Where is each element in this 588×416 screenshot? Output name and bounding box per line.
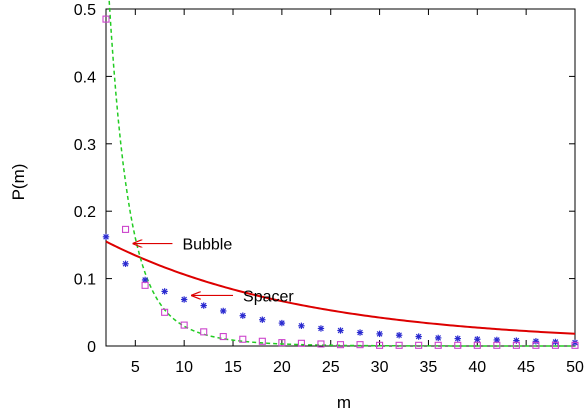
bubble-point — [161, 308, 169, 316]
plot-border — [105, 8, 576, 347]
spacer-point — [298, 322, 305, 329]
bubble-point — [571, 341, 579, 349]
plot-frame — [105, 8, 576, 347]
annotation-label-bubble: Bubble — [182, 237, 232, 254]
bubble-point — [415, 341, 423, 349]
spacer-point — [474, 336, 481, 343]
y-tick-label: 0.1 — [74, 272, 96, 289]
bubble-curve — [108, 0, 575, 347]
y-axis-label: P(m) — [9, 164, 28, 201]
spacer-point — [435, 334, 442, 342]
spacer-point — [220, 307, 227, 315]
annotation-layer: Bubble Spacer — [133, 237, 294, 305]
spacer-point — [376, 330, 383, 338]
bubble-point — [512, 341, 520, 349]
bubble-point — [239, 335, 247, 343]
bubble-point — [180, 321, 188, 329]
bubble-point — [454, 341, 462, 349]
spacer-point — [415, 333, 422, 340]
bubble-point — [219, 333, 227, 341]
spacer-point — [356, 329, 364, 336]
x-axis: 5 10 15 20 25 30 35 40 45 50 — [131, 9, 584, 376]
spacer-point — [102, 233, 110, 241]
x-tick-label: 10 — [175, 359, 193, 376]
spacer-point — [317, 325, 325, 332]
y-tick-label: 0.5 — [74, 2, 96, 19]
x-tick-label: 45 — [517, 359, 535, 376]
spacer-point — [122, 260, 129, 267]
bubble-point — [317, 340, 325, 348]
bubble-point — [200, 328, 208, 336]
bubble-point — [356, 341, 364, 349]
bubble-point — [473, 341, 481, 349]
y-tick-label: 0.3 — [74, 137, 96, 154]
bubble-point — [493, 341, 501, 349]
annotation-label-spacer: Spacer — [243, 288, 294, 305]
spacer-point — [200, 302, 207, 309]
bubble-point — [376, 341, 384, 349]
bubble-point — [551, 341, 560, 349]
x-tick-label: 25 — [322, 359, 340, 376]
spacer-point — [395, 332, 403, 339]
bubble-point — [532, 341, 540, 349]
spacer-point — [239, 312, 246, 319]
bubble-point — [258, 337, 266, 345]
x-tick-label: 5 — [131, 359, 140, 376]
spacer-point — [532, 338, 540, 345]
x-tick-label: 30 — [371, 359, 389, 376]
bubble-point — [278, 339, 286, 347]
bubble-point — [434, 341, 442, 349]
spacer-point — [180, 296, 188, 303]
spacer-curve — [105, 240, 576, 335]
x-tick-label: 20 — [273, 359, 291, 376]
spacer-point — [454, 335, 461, 342]
spacer-point — [259, 316, 266, 323]
y-axis: 0 0.1 0.2 0.3 0.4 0.5 — [74, 2, 575, 356]
y-tick-label: 0.4 — [74, 69, 96, 86]
x-tick-label: 50 — [566, 359, 584, 376]
series-layer — [102, 0, 579, 349]
spacer-point — [337, 327, 344, 334]
bubble-point — [141, 281, 149, 289]
bubble-point — [336, 341, 345, 349]
bubble-point — [297, 339, 305, 347]
x-tick-label: 35 — [420, 359, 438, 376]
spacer-point — [278, 319, 286, 327]
bubble-point — [102, 15, 110, 23]
bubble-point — [121, 225, 130, 233]
bubble-point — [395, 341, 403, 349]
x-tick-label: 15 — [224, 359, 242, 376]
x-tick-label: 40 — [468, 359, 486, 376]
spacer-point — [161, 288, 168, 295]
y-tick-label: 0 — [87, 339, 96, 356]
y-tick-label: 0.2 — [74, 204, 96, 221]
x-axis-label: m — [337, 393, 351, 412]
